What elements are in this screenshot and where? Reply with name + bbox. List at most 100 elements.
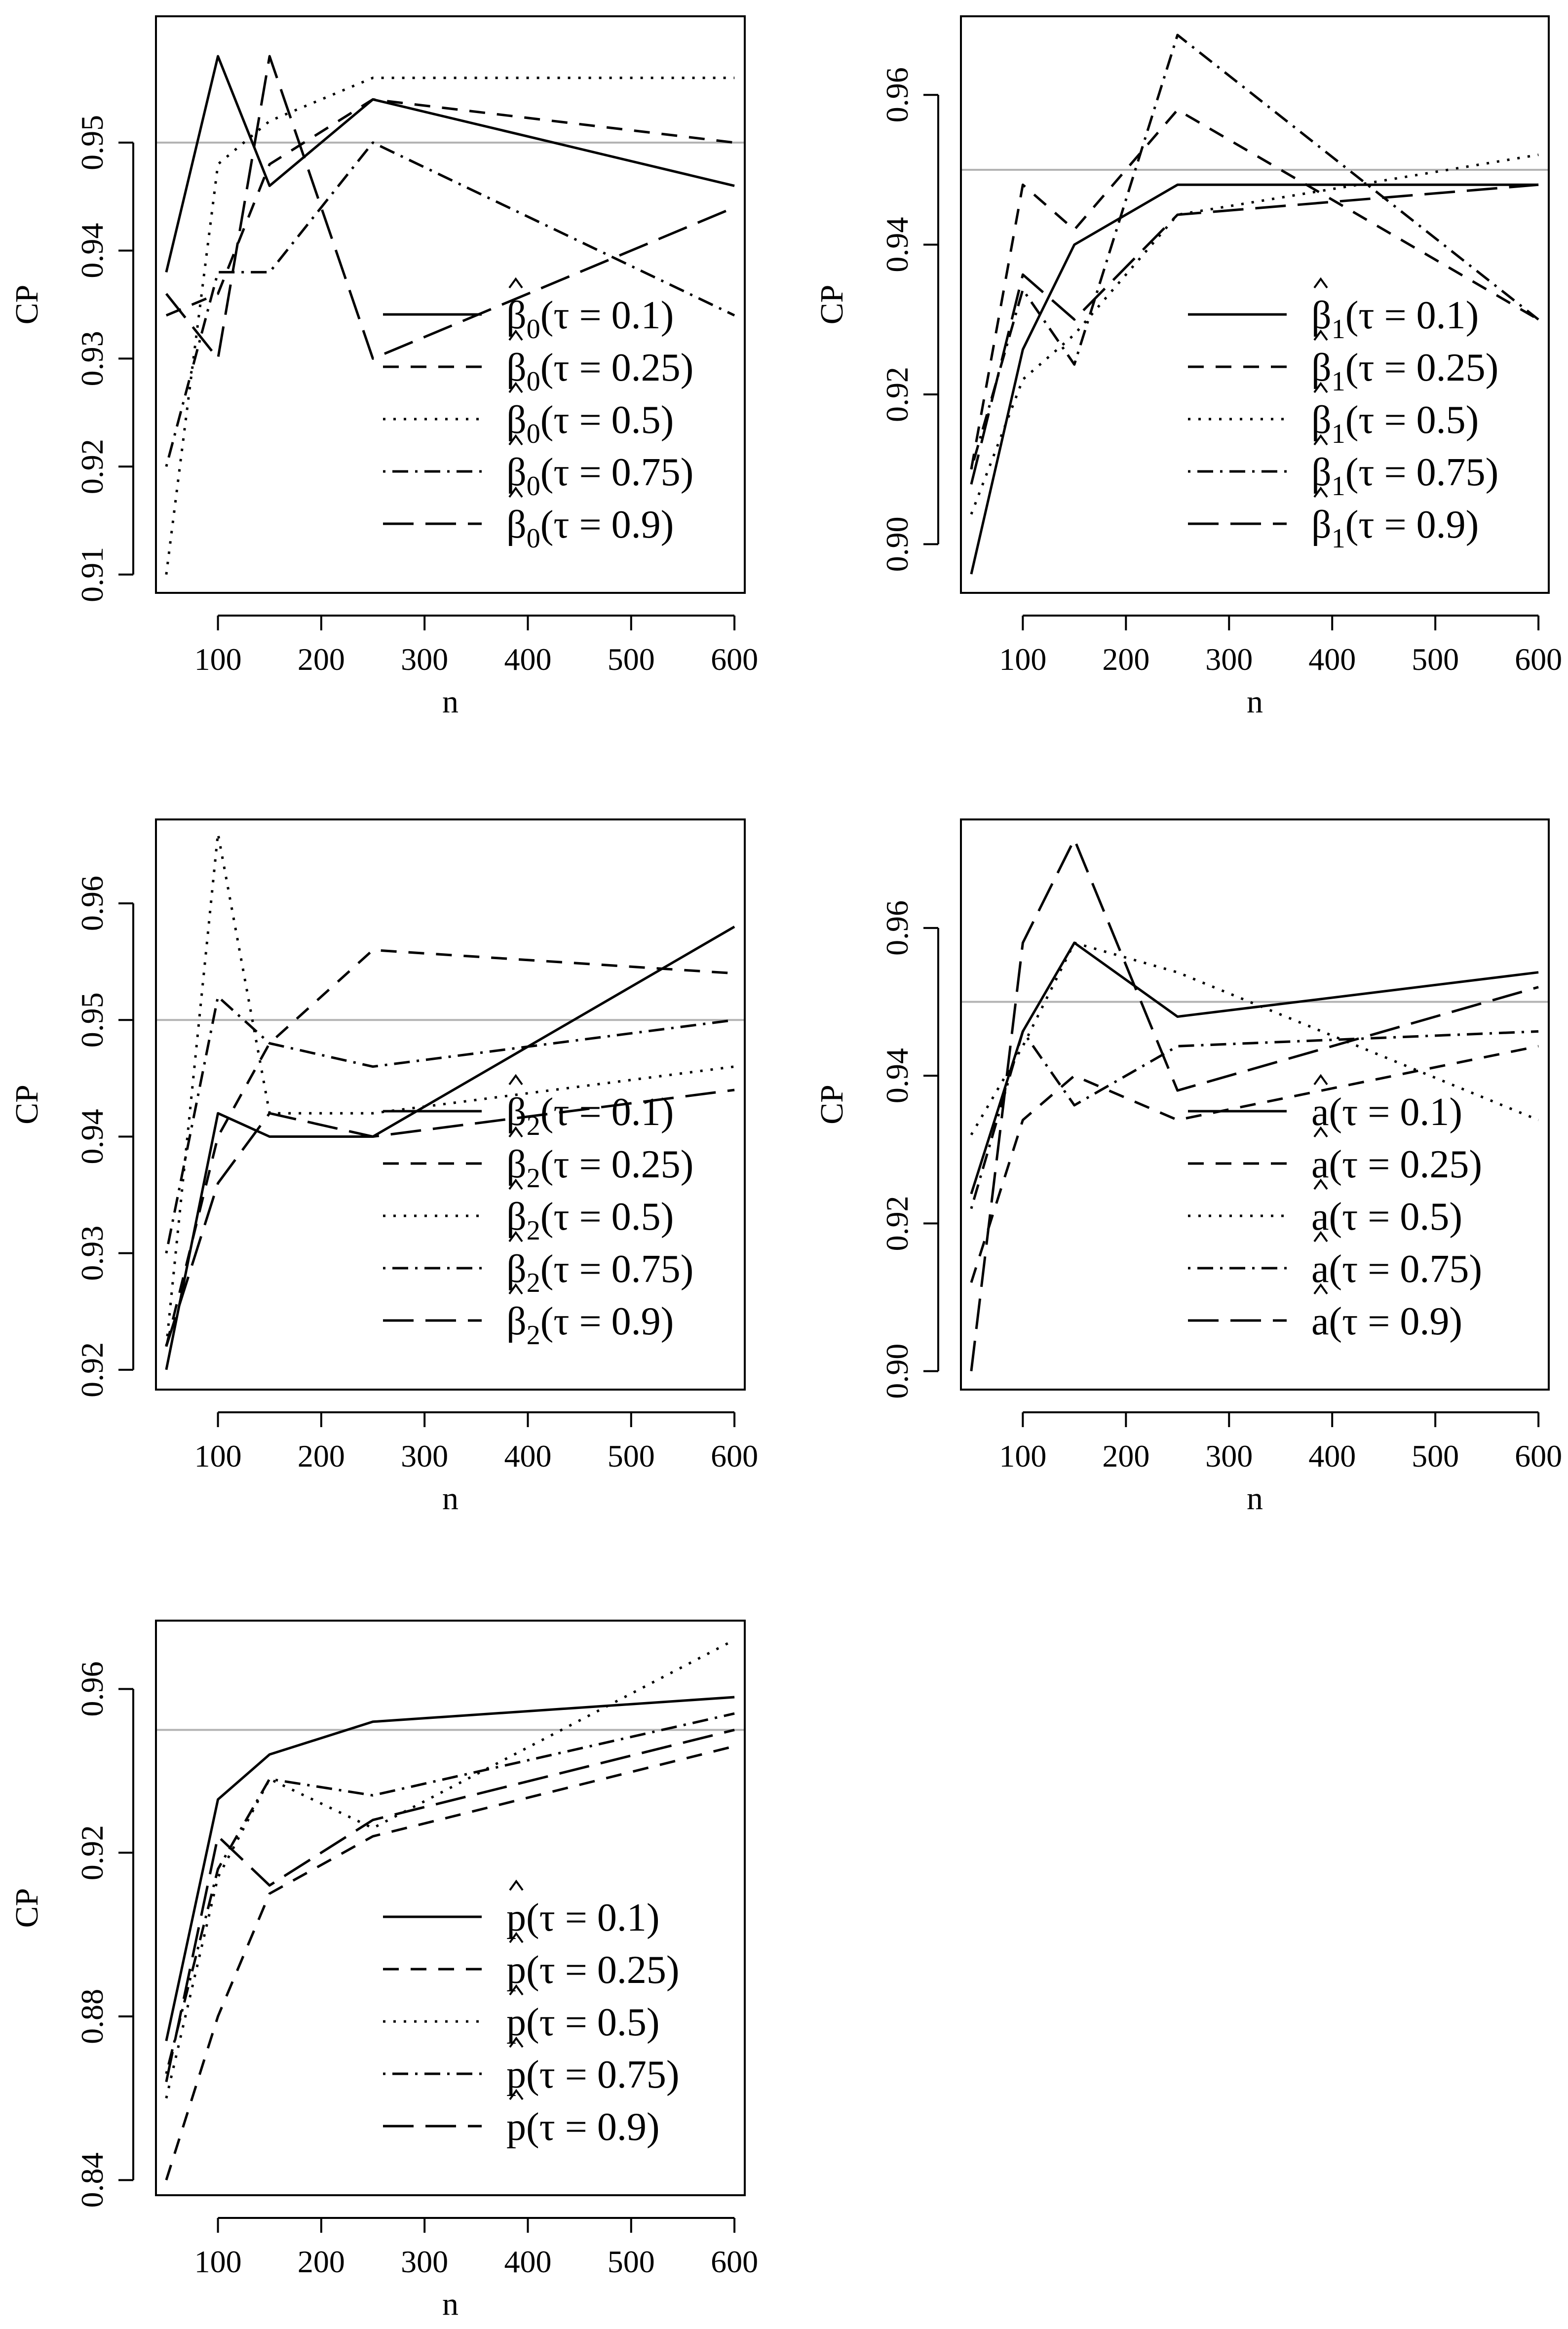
series-line-1 — [165, 1696, 735, 2041]
series-line-4 — [970, 34, 1539, 470]
series-line-1 — [165, 55, 735, 272]
y-axis-label: CP — [814, 285, 850, 325]
hat-accent — [1313, 277, 1328, 289]
x-tick-label: 400 — [1308, 642, 1356, 677]
legend-label-2: β2(τ = 0.25) — [506, 1143, 693, 1194]
legend-subscript: 1 — [1332, 314, 1345, 345]
series-line-5 — [970, 183, 1539, 485]
hat-accent — [1313, 434, 1328, 446]
x-tick-label: 100 — [999, 1438, 1046, 1474]
legend-param: β — [1311, 294, 1332, 337]
legend-label-2: p(τ = 0.25) — [506, 1948, 680, 1992]
x-tick-label: 600 — [1515, 642, 1562, 677]
x-tick-label: 100 — [194, 642, 242, 677]
x-tick-label: 200 — [298, 1438, 345, 1474]
legend-tau: (τ = 0.9) — [1345, 503, 1479, 546]
legend-label-1: a(τ = 0.1) — [1311, 1090, 1462, 1134]
x-tick-label: 500 — [1412, 1438, 1459, 1474]
x-tick-label: 500 — [608, 642, 655, 677]
x-tick-label: 200 — [1102, 1438, 1149, 1474]
y-tick-label: 0.92 — [880, 1196, 915, 1251]
legend-tau: (τ = 0.75) — [540, 1247, 694, 1291]
legend-param: β — [506, 1090, 527, 1134]
legend-label-1: β0(τ = 0.1) — [506, 294, 674, 345]
x-tick-label: 600 — [711, 1438, 758, 1474]
legend-param: a — [1311, 1090, 1329, 1134]
x-tick-label: 200 — [298, 642, 345, 677]
y-tick-label: 0.93 — [75, 1226, 110, 1281]
x-tick-label: 400 — [504, 2244, 551, 2279]
y-axis-label: CP — [814, 1085, 850, 1125]
legend-param: p — [506, 2105, 526, 2149]
legend-tau: (τ = 0.75) — [1329, 1247, 1483, 1291]
legend-tau: (τ = 0.75) — [526, 2053, 680, 2096]
legend-subscript: 0 — [527, 419, 540, 449]
hat-accent — [508, 1283, 523, 1295]
legend-subscript: 1 — [1332, 471, 1345, 502]
legend-param: β — [506, 1247, 527, 1291]
y-tick-label: 0.91 — [75, 547, 110, 602]
legend-tau: (τ = 0.25) — [1329, 1143, 1483, 1186]
legend-tau: (τ = 0.1) — [1329, 1090, 1463, 1134]
panel-3: 100 200 300 400 500 600 n 0.92 0.93 0.94 0.95 0.96 C… — [9, 818, 758, 1516]
legend-subscript: 0 — [527, 366, 540, 397]
legend-label-3: β0(τ = 0.5) — [506, 398, 674, 449]
hat-accent — [1313, 382, 1328, 393]
y-tick-label: 0.92 — [75, 1825, 110, 1880]
y-tick-label: 0.95 — [75, 115, 110, 170]
x-tick-label: 300 — [1205, 1438, 1253, 1474]
legend-label-1: β1(τ = 0.1) — [1311, 294, 1479, 345]
legend-tau: (τ = 0.9) — [526, 2105, 660, 2149]
hat-accent — [1313, 1283, 1328, 1295]
legend-label-3: p(τ = 0.5) — [506, 2001, 660, 2044]
hat-accent — [509, 1984, 524, 1996]
y-tick-label: 0.92 — [75, 439, 110, 494]
legend-param: β — [1311, 346, 1332, 389]
legend-tau: (τ = 0.25) — [540, 1143, 694, 1186]
y-tick-label: 0.93 — [75, 331, 110, 386]
legend-tau: (τ = 0.25) — [526, 1948, 680, 1992]
legend-label-2: β1(τ = 0.25) — [1311, 346, 1498, 397]
series-line-2 — [970, 1045, 1539, 1283]
legend-subscript: 0 — [527, 314, 540, 345]
y-tick-label: 0.94 — [75, 223, 110, 278]
panel-1: 100 200 300 400 500 600 n 0.91 0.92 0.93 0.94 0.95 C… — [9, 15, 758, 720]
x-tick-label: 300 — [401, 2244, 448, 2279]
x-tick-label: 500 — [1412, 642, 1459, 677]
series-line-1 — [970, 183, 1539, 575]
hat-accent — [508, 1074, 523, 1086]
series-line-4 — [165, 1712, 735, 2074]
legend-param: β — [506, 294, 527, 337]
y-tick-label: 0.92 — [880, 367, 915, 422]
x-tick-label: 500 — [608, 2244, 655, 2279]
legend-label-3: a(τ = 0.5) — [1311, 1195, 1462, 1239]
legend-tau: (τ = 0.5) — [540, 1195, 674, 1239]
legend-param: β — [506, 1300, 527, 1343]
legend-subscript: 2 — [527, 1215, 540, 1246]
legend-subscript: 2 — [527, 1320, 540, 1351]
x-tick-label: 300 — [401, 642, 448, 677]
series-line-4 — [165, 995, 735, 1254]
legend-label-4: p(τ = 0.75) — [506, 2053, 680, 2096]
y-axis-label: CP — [9, 285, 45, 325]
y-axis-label: CP — [9, 1888, 45, 1928]
plot-frame — [960, 818, 1550, 1391]
hat-accent — [1313, 1178, 1328, 1190]
y-tick-label: 0.96 — [75, 876, 110, 931]
series-line-2 — [165, 949, 735, 1347]
legend-tau: (τ = 0.5) — [540, 398, 674, 442]
y-tick-label: 0.94 — [880, 1048, 915, 1103]
legend-subscript: 1 — [1332, 523, 1345, 554]
x-tick-label: 200 — [298, 2244, 345, 2279]
legend-label-5: a(τ = 0.9) — [1311, 1300, 1462, 1343]
legend-param: a — [1311, 1247, 1329, 1291]
legend-label-1: p(τ = 0.1) — [506, 1896, 660, 1940]
legend-label-3: β2(τ = 0.5) — [506, 1195, 674, 1246]
hat-accent — [508, 434, 523, 446]
legend-param: β — [1311, 398, 1332, 442]
legend-param: β — [506, 1143, 527, 1186]
